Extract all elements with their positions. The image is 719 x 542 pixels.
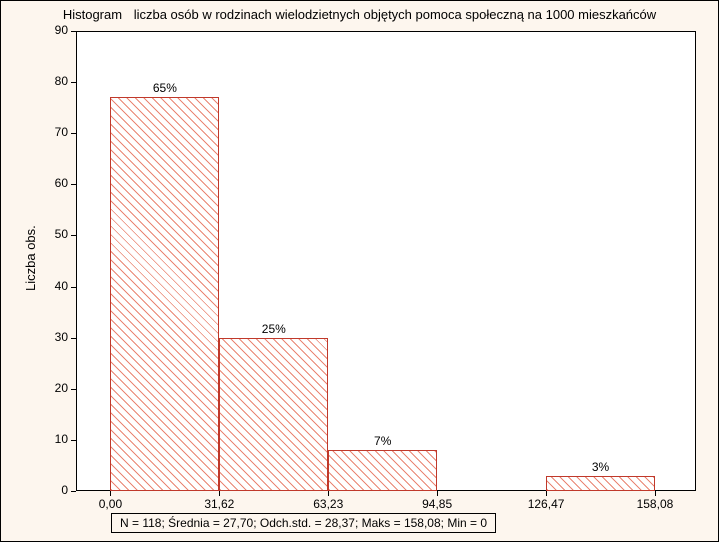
x-tick-label: 94,85 [422,497,452,511]
y-tick-mark [71,338,76,339]
bar-percent-label: 25% [262,322,286,336]
y-tick-label: 10 [28,432,68,446]
y-tick-label: 80 [28,74,68,88]
histogram-chart: Histogram liczba osób w rodzinach wielod… [0,0,719,542]
x-tick-mark [546,491,547,496]
bar-percent-label: 65% [153,81,177,95]
stats-summary-text: N = 118; Średnia = 27,70; Odch.std. = 28… [120,516,487,530]
y-tick-label: 50 [28,227,68,241]
x-tick-mark [110,491,111,496]
y-tick-mark [71,31,76,32]
x-tick-label: 126,47 [528,497,565,511]
x-tick-label: 158,08 [637,497,674,511]
bar-percent-label: 3% [592,460,609,474]
y-tick-mark [71,184,76,185]
y-tick-mark [71,389,76,390]
y-tick-label: 20 [28,381,68,395]
y-tick-mark [71,133,76,134]
y-tick-label: 40 [28,279,68,293]
x-tick-mark [437,491,438,496]
stats-summary-box: N = 118; Średnia = 27,70; Odch.std. = 28… [111,513,496,533]
chart-title-row: Histogram liczba osób w rodzinach wielod… [1,7,718,22]
chart-title-prefix: Histogram [63,7,122,22]
histogram-bar [110,97,219,491]
y-tick-label: 0 [28,483,68,497]
y-tick-label: 70 [28,125,68,139]
y-tick-mark [71,235,76,236]
histogram-bar [219,338,328,491]
x-tick-mark [655,491,656,496]
y-tick-mark [71,82,76,83]
y-tick-label: 60 [28,176,68,190]
x-tick-label: 0,00 [99,497,122,511]
x-tick-mark [219,491,220,496]
chart-title: liczba osób w rodzinach wielodzietnych o… [134,7,656,22]
y-tick-mark [71,287,76,288]
histogram-bar [328,450,437,491]
x-tick-mark [328,491,329,496]
histogram-bar [546,476,655,491]
y-tick-label: 90 [28,23,68,37]
y-tick-mark [71,440,76,441]
x-tick-label: 31,62 [204,497,234,511]
y-tick-mark [71,491,76,492]
x-tick-label: 63,23 [313,497,343,511]
y-tick-label: 30 [28,330,68,344]
bar-percent-label: 7% [374,434,391,448]
